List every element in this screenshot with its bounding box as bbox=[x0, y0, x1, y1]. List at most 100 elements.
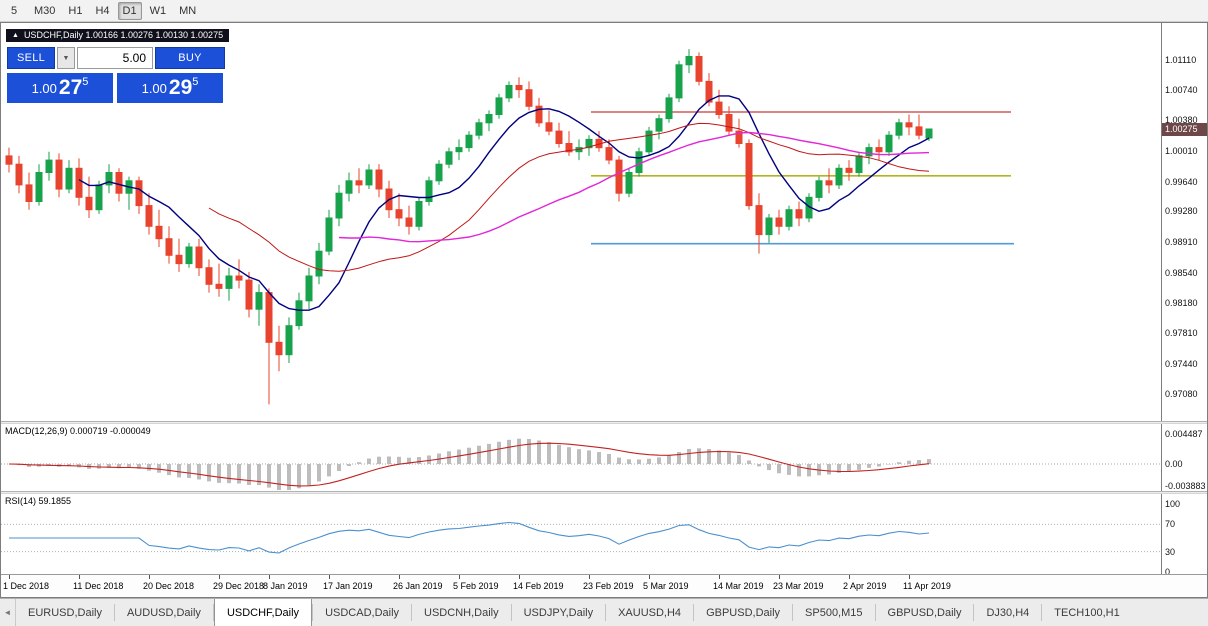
tab-usdjpy-daily[interactable]: USDJPY,Daily bbox=[523, 606, 594, 619]
tab-separator bbox=[973, 604, 975, 621]
trade-controls-row: SELL ▼ BUY bbox=[7, 47, 225, 69]
date-label: 23 Mar 2019 bbox=[773, 581, 824, 591]
tab-dj30-h4[interactable]: DJ30,H4 bbox=[986, 606, 1030, 619]
axis-label: 0.99280 bbox=[1165, 206, 1198, 217]
timeframe-button-mn[interactable]: MN bbox=[179, 4, 197, 17]
tab-eurusd-daily[interactable]: EURUSD,Daily bbox=[28, 606, 102, 619]
axis-label: 0.97080 bbox=[1165, 388, 1198, 399]
date-label: 17 Jan 2019 bbox=[323, 581, 373, 591]
timeframe-button-w1[interactable]: W1 bbox=[149, 4, 167, 17]
tab-audusd-daily[interactable]: AUDUSD,Daily bbox=[126, 606, 201, 619]
rsi-line bbox=[9, 521, 930, 554]
tab-separator bbox=[693, 604, 695, 621]
current-price-tag: 1.00275 bbox=[1162, 123, 1207, 136]
date-label: 8 Jan 2019 bbox=[263, 581, 308, 591]
ma-mid-line bbox=[208, 122, 930, 272]
tab-usdcad-daily[interactable]: USDCAD,Daily bbox=[325, 606, 400, 619]
date-label: 5 Feb 2019 bbox=[453, 581, 499, 591]
timeframe-button-h1[interactable]: H1 bbox=[68, 4, 83, 17]
axis-label: 0.004487 bbox=[1165, 429, 1203, 439]
pane-splitter[interactable] bbox=[1, 491, 1207, 494]
sell-button[interactable]: SELL bbox=[7, 47, 55, 69]
collapse-triangle-icon[interactable]: ▲ bbox=[12, 32, 19, 39]
date-tick bbox=[149, 575, 150, 579]
timeframe-button-5[interactable]: 5 bbox=[10, 4, 18, 17]
tab-tech100-h1[interactable]: TECH100,H1 bbox=[1054, 606, 1120, 619]
axis-label: 0.98180 bbox=[1165, 297, 1198, 308]
axis-label: 0.98910 bbox=[1165, 237, 1198, 248]
date-label: 11 Dec 2018 bbox=[73, 581, 124, 591]
buy-price-box[interactable]: 1.00 29 5 bbox=[117, 73, 223, 103]
tab-separator bbox=[510, 604, 512, 621]
tab-separator bbox=[874, 604, 876, 621]
ma-fast-line bbox=[78, 95, 930, 311]
date-tick bbox=[909, 575, 910, 579]
axis-label: 1.00740 bbox=[1165, 85, 1198, 96]
chart-plot-area[interactable] bbox=[1, 23, 1161, 597]
date-tick bbox=[519, 575, 520, 579]
trade-quotes-row: 1.00 27 5 1.00 29 5 bbox=[7, 73, 225, 103]
macd-chart-svg[interactable] bbox=[1, 424, 1161, 491]
symbol-ohlc-text: USDCHF,Daily 1.00166 1.00276 1.00130 1.0… bbox=[23, 30, 224, 40]
date-tick bbox=[219, 575, 220, 579]
axis-label: 0.00 bbox=[1165, 459, 1183, 469]
volume-input[interactable] bbox=[77, 47, 153, 69]
sell-price-big: 1.00 bbox=[31, 80, 57, 96]
rsi-indicator-title: RSI(14) 59.1855 bbox=[5, 496, 72, 506]
tab-separator bbox=[792, 604, 794, 621]
date-label: 26 Jan 2019 bbox=[393, 581, 443, 591]
tab-gbpusd-daily[interactable]: GBPUSD,Daily bbox=[887, 606, 962, 619]
tab-separator bbox=[312, 604, 314, 621]
axis-label: 0.97440 bbox=[1165, 358, 1198, 369]
one-click-trade-panel: SELL ▼ BUY 1.00 27 5 1.00 29 5 bbox=[7, 47, 225, 103]
macd-signal-line bbox=[8, 442, 930, 487]
axis-label: 70 bbox=[1165, 519, 1176, 530]
axis-label: 1.00380 bbox=[1165, 115, 1198, 126]
buy-price-pips: 29 bbox=[168, 76, 193, 99]
date-label: 29 Dec 2018 bbox=[213, 581, 265, 591]
date-tick bbox=[779, 575, 780, 579]
tab-sp500-m15[interactable]: SP500,M15 bbox=[805, 606, 863, 619]
tab-xauusd-h4[interactable]: XAUUSD,H4 bbox=[618, 606, 682, 619]
ma-slow-line bbox=[338, 131, 930, 243]
date-label: 1 Dec 2018 bbox=[3, 581, 50, 591]
buy-price-big: 1.00 bbox=[141, 80, 167, 96]
tab-usdcnh-daily[interactable]: USDCNH,Daily bbox=[424, 606, 499, 619]
date-label: 20 Dec 2018 bbox=[143, 581, 195, 591]
date-tick bbox=[719, 575, 720, 579]
date-label: 14 Feb 2019 bbox=[513, 581, 564, 591]
symbol-ohlc-header: ▲ USDCHF,Daily 1.00166 1.00276 1.00130 1… bbox=[6, 29, 230, 42]
pane-splitter[interactable] bbox=[1, 421, 1207, 424]
date-label: 14 Mar 2019 bbox=[713, 581, 764, 591]
axis-label: 30 bbox=[1165, 546, 1176, 557]
axis-label: 1.01110 bbox=[1165, 54, 1197, 65]
tab-separator bbox=[605, 604, 607, 621]
date-tick bbox=[329, 575, 330, 579]
chart-tab-bar: ◄ EURUSD,Daily AUDUSD,Daily USDCHF,Daily US… bbox=[0, 598, 1208, 626]
tab-usdchf-daily[interactable]: USDCHF,Daily bbox=[213, 599, 313, 626]
date-label: 2 Apr 2019 bbox=[843, 581, 887, 591]
rsi-chart-svg[interactable] bbox=[1, 494, 1161, 574]
date-axis[interactable]: 1 Dec 2018 11 Dec 2018 20 Dec 2018 29 Dec 2… bbox=[1, 574, 1207, 597]
chart-window: MACD(12,26,9) 0.000719 -0.000049 RSI(14)… bbox=[0, 22, 1208, 598]
tab-scroll-left-button[interactable]: ◄ bbox=[0, 599, 16, 626]
tab-separator bbox=[113, 604, 115, 621]
tab-gbpusd-daily[interactable]: GBPUSD,Daily bbox=[706, 606, 781, 619]
candles-down bbox=[5, 52, 923, 405]
sell-price-box[interactable]: 1.00 27 5 bbox=[7, 73, 113, 103]
timeframe-button-m30[interactable]: M30 bbox=[34, 4, 56, 17]
buy-button[interactable]: BUY bbox=[155, 47, 225, 69]
timeframe-button-h4[interactable]: H4 bbox=[95, 4, 110, 17]
volume-dropdown-button[interactable]: ▼ bbox=[57, 47, 75, 69]
price-axis[interactable]: 1.01110 1.00740 1.00380 1.00010 0.99640 0.992… bbox=[1161, 23, 1207, 597]
axis-label: 0.99640 bbox=[1165, 176, 1198, 187]
axis-label: 0.98540 bbox=[1165, 267, 1198, 278]
date-tick bbox=[399, 575, 400, 579]
date-tick bbox=[649, 575, 650, 579]
date-tick bbox=[849, 575, 850, 579]
timeframe-button-d1[interactable]: D1 bbox=[117, 1, 142, 20]
macd-histogram bbox=[17, 438, 931, 490]
main-chart-svg[interactable] bbox=[1, 23, 1161, 421]
symbol-tabs: EURUSD,Daily AUDUSD,Daily USDCHF,Daily USDC… bbox=[16, 599, 1132, 626]
